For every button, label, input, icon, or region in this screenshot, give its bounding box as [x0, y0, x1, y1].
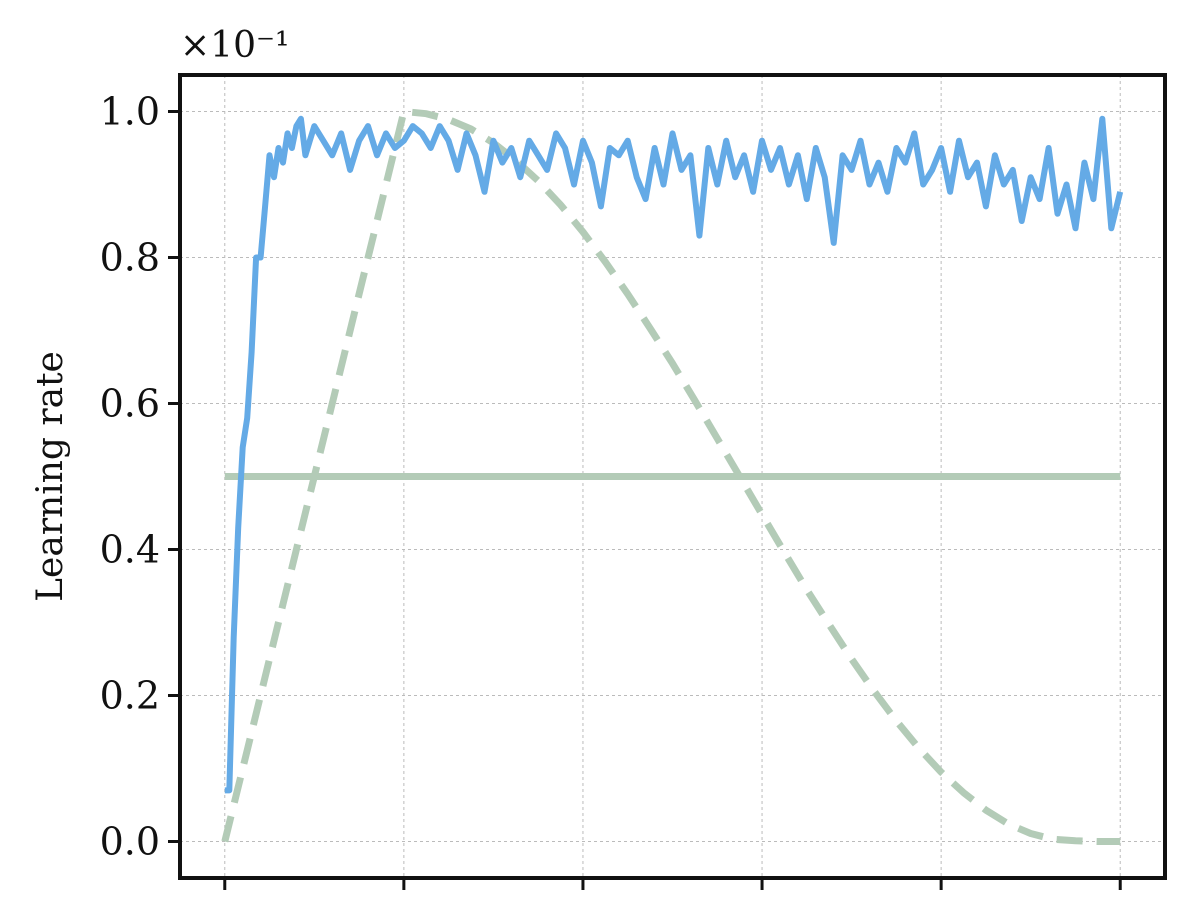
y-axis-label: Learning rate — [30, 351, 71, 602]
y-tick-label: 0.0 — [100, 820, 160, 864]
y-tick-label: 1.0 — [100, 90, 160, 134]
axes-frame — [178, 73, 1167, 880]
series-line-1 — [221, 108, 1121, 845]
series-line-0 — [224, 115, 1124, 794]
ticks-layer: 0.0 0.2 0.4 0.6 0.8 1.0 — [100, 90, 1122, 890]
y-tick-label: 0.2 — [100, 674, 160, 718]
y-tick-label: 0.8 — [100, 236, 160, 280]
series-layer — [221, 108, 1124, 845]
y-tick-label: 0.4 — [100, 528, 160, 572]
y-scale-label: ×10⁻¹ — [180, 25, 289, 66]
y-tick-label: 0.6 — [100, 382, 160, 426]
grid — [180, 75, 1165, 878]
